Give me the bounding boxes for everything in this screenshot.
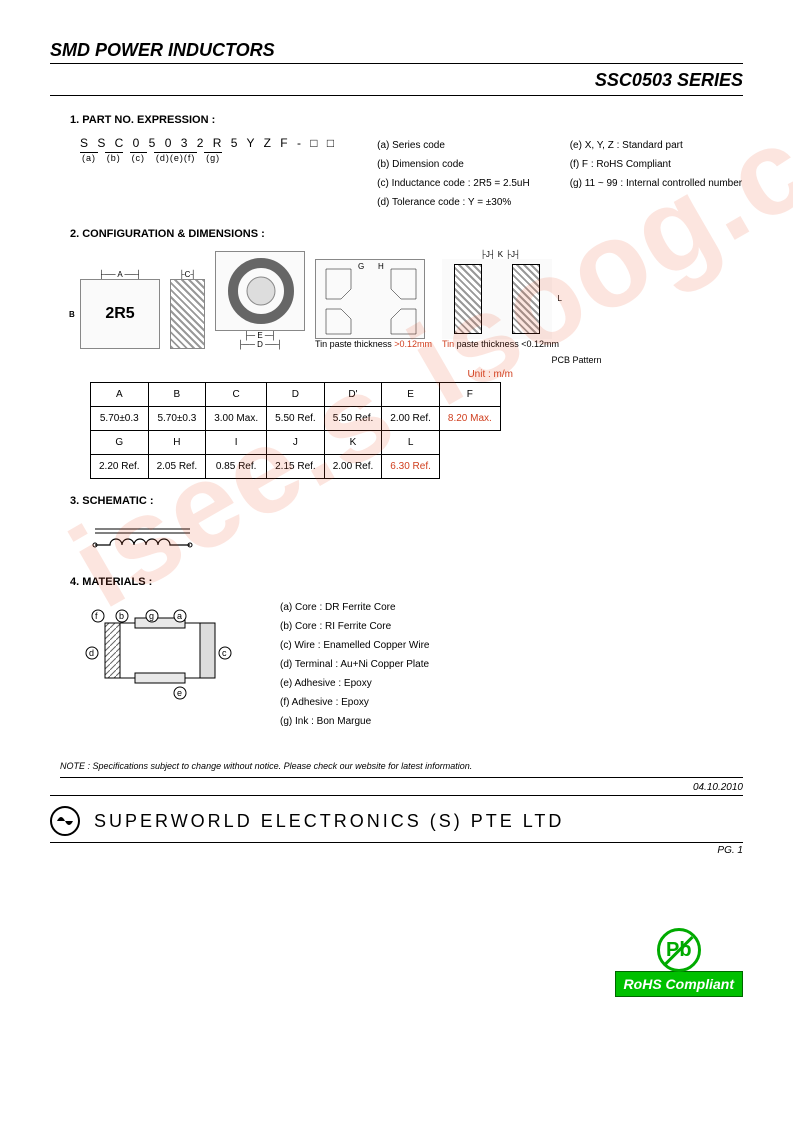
schematic-symbol [90,517,210,557]
section4-heading: 4. MATERIALS : [70,576,743,588]
under-a: (a) [80,152,98,163]
page-title: SMD POWER INDUCTORS [50,40,743,61]
config-diagrams: ├── A ──┤ 2R5 B ├C┤ ├─ E ─┤├── D ──┤ GH … [80,250,743,349]
pb-free-icon: Pb [657,928,701,972]
legend-right: (e) X, Y, Z : Standard part (f) F : RoHS… [570,136,742,212]
rohs-badge-block: Pb RoHS Compliant [615,928,743,992]
svg-text:d: d [89,648,94,658]
footer: SUPERWORLD ELECTRONICS (S) PTE LTD [50,800,743,842]
legend-e: (e) X, Y, Z : Standard part [570,136,742,155]
table-row: 2.20 Ref.2.05 Ref.0.85 Ref.2.15 Ref.2.00… [91,455,501,479]
legend-d: (d) Tolerance code : Y = ±30% [377,193,530,212]
mat-f: (f) Adhesive : Epoxy [280,693,429,712]
diag1: 2R5 B [80,279,160,349]
section2-heading: 2. CONFIGURATION & DIMENSIONS : [70,228,743,240]
under-g: (g) [204,152,222,163]
mat-g: (g) Ink : Bon Margue [280,712,429,731]
diag5: L [442,259,552,339]
mat-a: (a) Core : DR Ferrite Core [280,598,429,617]
table-row: ABCDD'EF [91,383,501,407]
svg-text:b: b [119,611,124,621]
under-c: (c) [130,152,148,163]
section1-heading: 1. PART NO. EXPRESSION : [70,114,743,126]
table-row: GHIJKL [91,431,501,455]
legend-b: (b) Dimension code [377,155,530,174]
pcb-caption: PCB Pattern [410,355,743,365]
materials-block: f b g a d c e (a) Core : DR Ferrite Core… [80,598,743,731]
svg-text:a: a [177,611,182,621]
diag3 [215,251,305,331]
legend-left: (a) Series code (b) Dimension code (c) I… [377,136,530,212]
mat-b: (b) Core : RI Ferrite Core [280,617,429,636]
mat-e: (e) Adhesive : Epoxy [280,674,429,693]
tin-note-2: Tin paste thickness <0.12mm [442,339,559,349]
header: SMD POWER INDUCTORS [50,40,743,64]
mat-c: (c) Wire : Enamelled Copper Wire [280,636,429,655]
under-d: (d)(e)(f) [154,152,198,163]
svg-text:G: G [358,262,364,271]
diag4: GH [315,259,425,339]
dimensions-table: ABCDD'EF 5.70±0.35.70±0.33.00 Max.5.50 R… [90,382,501,479]
legend-a: (a) Series code [377,136,530,155]
legend-c: (c) Inductance code : 2R5 = 2.5uH [377,174,530,193]
materials-list: (a) Core : DR Ferrite Core (b) Core : RI… [280,598,429,731]
page-number: PG. 1 [50,842,743,856]
diag-pcb2: ├J┤ K ├J┤ L Tin paste thickness <0.12mm [442,250,559,349]
note-text: NOTE : Specifications subject to change … [60,761,743,778]
partno-string: S S C 0 5 0 3 2 R 5 Y Z F - □ □ [80,136,337,150]
diag-bottom-view: ├─ E ─┤├── D ──┤ [215,251,305,349]
diag-top-view: ├── A ──┤ 2R5 B [80,270,160,349]
diag-pcb1: GH Tin paste thickness >0.12mm [315,259,432,349]
mat-d: (d) Terminal : Au+Ni Copper Plate [280,655,429,674]
partno-block: S S C 0 5 0 3 2 R 5 Y Z F - □ □ (a) (b) … [80,136,743,212]
svg-text:e: e [177,688,182,698]
svg-text:c: c [222,648,227,658]
svg-text:g: g [149,611,154,621]
legend-g: (g) 11 ~ 99 : Internal controlled number [570,174,742,193]
partno-underline: (a) (b) (c) (d)(e)(f) (g) [80,152,337,164]
diag2 [170,279,205,349]
svg-text:H: H [378,262,384,271]
company-name: SUPERWORLD ELECTRONICS (S) PTE LTD [94,811,564,832]
marking: 2R5 [105,305,134,323]
rohs-label: RoHS Compliant [615,971,743,997]
materials-diagram: f b g a d c e [80,598,240,708]
series-label: SSC0503 SERIES [595,70,743,90]
tin-note-1: Tin paste thickness >0.12mm [315,339,432,349]
unit-label: Unit : m/m [50,369,513,380]
under-b: (b) [105,152,123,163]
diag-side-view: ├C┤ [170,270,205,349]
section3-heading: 3. SCHEMATIC : [70,495,743,507]
table-row: 5.70±0.35.70±0.33.00 Max.5.50 Ref.5.50 R… [91,407,501,431]
company-logo-icon [50,806,80,836]
series-row: SSC0503 SERIES [50,70,743,96]
legend-f: (f) F : RoHS Compliant [570,155,742,174]
partno-expression: S S C 0 5 0 3 2 R 5 Y Z F - □ □ (a) (b) … [80,136,337,212]
date-text: 04.10.2010 [50,782,743,796]
